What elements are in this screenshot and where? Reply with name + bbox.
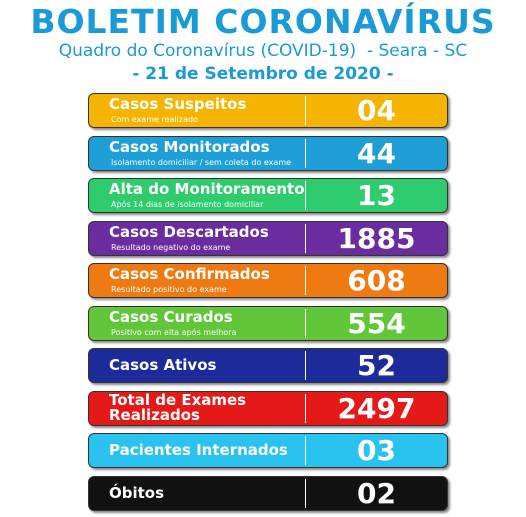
stat-row: Casos Curados Positivo com alta após melh…	[88, 305, 448, 341]
divider	[305, 393, 306, 423]
stat-value: 02	[357, 476, 396, 510]
divider	[305, 138, 306, 168]
stat-note: Isolamento domiciliar / sem coleta do ex…	[111, 157, 292, 167]
divider	[305, 96, 306, 125]
title: BOLETIM CORONAVÍRUS	[30, 2, 496, 41]
stat-label: Casos Curados	[109, 307, 233, 326]
stat-row: Óbitos 02	[88, 475, 448, 511]
stat-value: 52	[357, 349, 396, 382]
stat-value: 608	[347, 264, 406, 297]
stat-note: Com exame realizado	[111, 115, 198, 124]
divider	[305, 308, 306, 338]
stat-value: 554	[347, 306, 406, 340]
stat-row: Alta do Monitoramento Após 14 dias de iso…	[88, 178, 448, 213]
stat-value: 2497	[337, 391, 416, 425]
divider	[305, 351, 306, 380]
stat-label: Óbitos	[109, 483, 165, 502]
stat-value: 1885	[337, 221, 416, 255]
stat-row: Casos Ativos 52	[88, 348, 448, 383]
divider	[305, 478, 306, 508]
stat-label: Casos Confirmados	[109, 265, 270, 283]
stat-note: Positivo com alta após melhora	[111, 327, 237, 337]
date: - 21 de Setembro de 2020 -	[132, 64, 394, 84]
divider	[305, 436, 306, 465]
stat-label: Alta do Monitoramento	[109, 180, 305, 198]
stat-note: Resultado positivo do exame	[111, 285, 227, 294]
stat-row: Casos Monitorados Isolamento domiciliar /…	[88, 135, 448, 171]
stat-row: Total de Exames Realizados 2497	[88, 390, 448, 426]
stat-row: Casos Descartados Resultado negativo do e…	[88, 220, 448, 256]
subtitle: Quadro do Coronavírus (COVID-19) - Seara…	[58, 41, 468, 61]
stat-value: 04	[357, 94, 396, 127]
stat-label: Casos Monitorados	[109, 137, 270, 156]
divider	[305, 223, 306, 253]
stat-value: 03	[357, 434, 396, 467]
stat-label: Casos Suspeitos	[109, 95, 247, 113]
divider	[305, 181, 306, 210]
stat-value: 13	[357, 179, 396, 212]
stat-label: Total de Exames Realizados	[109, 390, 247, 424]
stat-row: Pacientes Internados 03	[88, 433, 448, 468]
stat-label: Casos Ativos	[109, 356, 217, 374]
stat-note: Após 14 dias de isolamento domiciliar	[111, 200, 264, 209]
stat-value: 44	[357, 136, 396, 170]
stat-label: Pacientes Internados	[109, 441, 288, 459]
stat-row: Casos Suspeitos Com exame realizado 04	[88, 93, 448, 128]
stat-row: Casos Confirmados Resultado positivo do e…	[88, 263, 448, 298]
divider	[305, 266, 306, 295]
stat-note: Resultado negativo do exame	[111, 242, 231, 252]
stat-label: Casos Descartados	[109, 222, 269, 241]
